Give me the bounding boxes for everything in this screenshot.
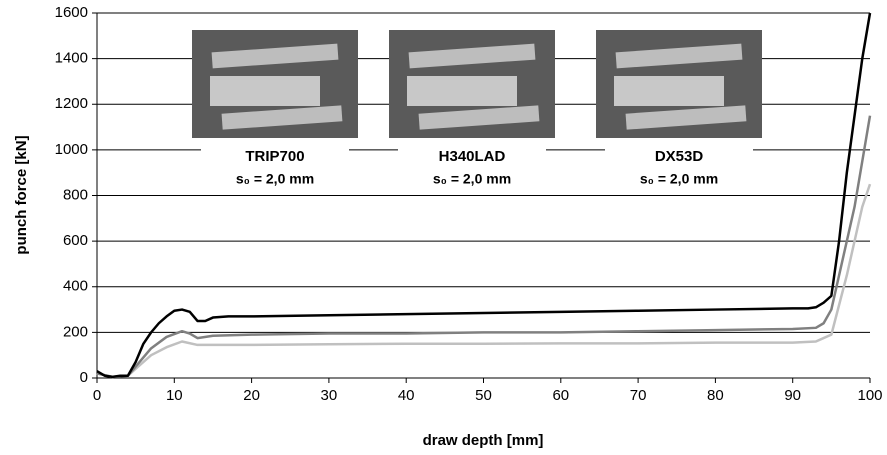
photo-part bbox=[407, 76, 517, 106]
y-tick-label: 1600 bbox=[55, 4, 88, 21]
y-tick-label: 1200 bbox=[55, 95, 88, 112]
data-line bbox=[96, 183, 872, 379]
x-tick-label: 70 bbox=[630, 387, 647, 404]
photo-part bbox=[210, 76, 320, 106]
x-tick-label: 80 bbox=[707, 387, 724, 404]
photo-part bbox=[408, 43, 536, 69]
y-tick-label: 0 bbox=[80, 369, 88, 386]
x-tick-label: 20 bbox=[243, 387, 260, 404]
data-line bbox=[96, 12, 872, 379]
x-axis-title: draw depth [mm] bbox=[423, 432, 544, 449]
y-tick-label: 1000 bbox=[55, 141, 88, 158]
x-tick-label: 50 bbox=[475, 387, 492, 404]
photo-part bbox=[211, 43, 339, 69]
y-tick-label: 400 bbox=[63, 278, 88, 295]
photo-part bbox=[625, 105, 747, 130]
legend-label: TRIP700 bbox=[245, 148, 304, 165]
x-tick-label: 60 bbox=[552, 387, 569, 404]
x-tick-label: 40 bbox=[398, 387, 415, 404]
photo-part bbox=[418, 105, 540, 130]
photo-part bbox=[221, 105, 343, 130]
x-tick-label: 0 bbox=[93, 387, 101, 404]
legend-subtitle: s₀ = 2,0 mm bbox=[236, 171, 314, 187]
y-tick-label: 600 bbox=[63, 232, 88, 249]
y-tick-label: 1400 bbox=[55, 50, 88, 67]
legend-bg bbox=[398, 143, 546, 191]
legend-subtitle: s₀ = 2,0 mm bbox=[433, 171, 511, 187]
legend-label: H340LAD bbox=[439, 148, 506, 165]
x-tick-label: 100 bbox=[857, 387, 882, 404]
photo-part bbox=[614, 76, 724, 106]
legend-bg bbox=[201, 143, 349, 191]
x-tick-label: 10 bbox=[166, 387, 183, 404]
x-tick-label: 90 bbox=[784, 387, 801, 404]
y-tick-label: 200 bbox=[63, 323, 88, 340]
legend-subtitle: s₀ = 2,0 mm bbox=[640, 171, 718, 187]
y-tick-label: 800 bbox=[63, 186, 88, 203]
legend-label: DX53D bbox=[655, 148, 704, 165]
photo-part bbox=[615, 43, 743, 69]
data-line bbox=[96, 115, 872, 379]
x-tick-label: 30 bbox=[321, 387, 338, 404]
legend-bg bbox=[605, 143, 753, 191]
y-axis-title: punch force [kN] bbox=[13, 135, 30, 254]
